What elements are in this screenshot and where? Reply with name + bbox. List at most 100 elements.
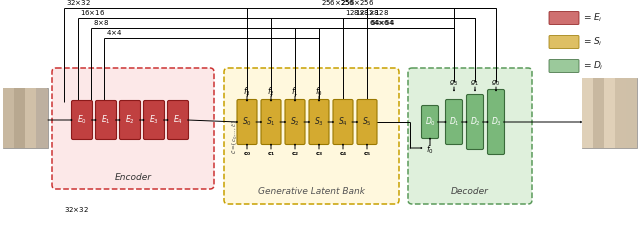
- FancyBboxPatch shape: [333, 99, 353, 144]
- FancyBboxPatch shape: [143, 101, 164, 140]
- Text: $\mathbf{c_3}$: $\mathbf{c_3}$: [315, 150, 323, 158]
- Text: $256{\times}256$: $256{\times}256$: [321, 0, 355, 7]
- Text: $64{\times}64$: $64{\times}64$: [370, 18, 396, 27]
- Bar: [604, 98, 615, 108]
- Text: $E_3$: $E_3$: [149, 114, 159, 126]
- Bar: [14, 128, 25, 138]
- Text: $128{\times}128$: $128{\times}128$: [355, 8, 389, 17]
- FancyBboxPatch shape: [582, 78, 637, 148]
- Text: $S_3$: $S_3$: [314, 116, 324, 128]
- Text: $= S_i$: $= S_i$: [582, 36, 602, 48]
- Bar: [14, 88, 25, 98]
- FancyBboxPatch shape: [168, 101, 189, 140]
- Bar: [593, 118, 604, 128]
- Bar: [626, 88, 637, 98]
- Bar: [14, 98, 25, 108]
- Text: $E_4$: $E_4$: [173, 114, 183, 126]
- Bar: [626, 138, 637, 148]
- Text: $S_1$: $S_1$: [266, 116, 276, 128]
- Bar: [36, 128, 47, 138]
- Bar: [593, 108, 604, 118]
- Bar: [582, 138, 593, 148]
- Text: $g_0$: $g_0$: [492, 78, 500, 88]
- Bar: [615, 98, 626, 108]
- Text: $= E_i$: $= E_i$: [582, 12, 602, 24]
- Text: $\mathbf{c_2}$: $\mathbf{c_2}$: [291, 150, 300, 158]
- Text: $S_2$: $S_2$: [290, 116, 300, 128]
- Text: $f_1$: $f_1$: [291, 86, 299, 98]
- Bar: [604, 108, 615, 118]
- Bar: [604, 128, 615, 138]
- Bar: [3, 118, 14, 128]
- Text: $= D_i$: $= D_i$: [582, 60, 604, 72]
- Bar: [582, 108, 593, 118]
- Bar: [36, 88, 47, 98]
- Bar: [25, 98, 36, 108]
- Text: $8{\times}8$: $8{\times}8$: [93, 18, 109, 27]
- Bar: [25, 128, 36, 138]
- Text: $\mathbf{c_0}$: $\mathbf{c_0}$: [243, 150, 252, 158]
- FancyBboxPatch shape: [445, 99, 463, 144]
- Text: $128{\times}128$: $128{\times}128$: [345, 8, 379, 17]
- Text: $\mathcal{C}=\!\{c_0,\!\ldots\!,\hat{c}\}$: $\mathcal{C}=\!\{c_0,\!\ldots\!,\hat{c}\…: [230, 118, 240, 154]
- Bar: [3, 128, 14, 138]
- Bar: [3, 88, 14, 98]
- Bar: [593, 78, 604, 88]
- Bar: [615, 128, 626, 138]
- FancyBboxPatch shape: [261, 99, 281, 144]
- FancyBboxPatch shape: [95, 101, 116, 140]
- Text: $D_1$: $D_1$: [449, 116, 460, 128]
- FancyBboxPatch shape: [120, 101, 141, 140]
- Bar: [25, 138, 36, 148]
- Text: $f_0$: $f_0$: [315, 86, 323, 98]
- Bar: [626, 128, 637, 138]
- Text: $f_2$: $f_2$: [268, 86, 275, 98]
- FancyBboxPatch shape: [549, 11, 579, 25]
- Text: $16{\times}16$: $16{\times}16$: [80, 8, 105, 17]
- Bar: [626, 98, 637, 108]
- Text: $E_2$: $E_2$: [125, 114, 135, 126]
- Bar: [25, 88, 36, 98]
- Text: $E_1$: $E_1$: [101, 114, 111, 126]
- Bar: [582, 88, 593, 98]
- Text: $f_3$: $f_3$: [243, 86, 251, 98]
- Text: $S_0$: $S_0$: [242, 116, 252, 128]
- Bar: [615, 78, 626, 88]
- Text: $\mathbf{c_1}$: $\mathbf{c_1}$: [267, 150, 275, 158]
- Text: $\mathbf{c_4}$: $\mathbf{c_4}$: [339, 150, 348, 158]
- FancyBboxPatch shape: [285, 99, 305, 144]
- Bar: [582, 98, 593, 108]
- Text: $S_4$: $S_4$: [338, 116, 348, 128]
- Bar: [36, 118, 47, 128]
- Text: $\mathbf{c_5}$: $\mathbf{c_5}$: [363, 150, 371, 158]
- Bar: [615, 88, 626, 98]
- FancyBboxPatch shape: [467, 94, 483, 149]
- FancyBboxPatch shape: [549, 59, 579, 72]
- FancyBboxPatch shape: [309, 99, 329, 144]
- Bar: [582, 118, 593, 128]
- Bar: [36, 98, 47, 108]
- Text: Encoder: Encoder: [115, 173, 152, 182]
- Bar: [593, 138, 604, 148]
- Bar: [582, 78, 593, 88]
- FancyBboxPatch shape: [237, 99, 257, 144]
- Text: $D_2$: $D_2$: [470, 116, 481, 128]
- Text: $64{\times}64$: $64{\times}64$: [369, 18, 394, 27]
- FancyBboxPatch shape: [422, 106, 438, 139]
- FancyBboxPatch shape: [549, 36, 579, 49]
- Bar: [36, 138, 47, 148]
- Text: $D_0$: $D_0$: [424, 116, 435, 128]
- Bar: [3, 108, 14, 118]
- Text: $32{\times}32$: $32{\times}32$: [66, 0, 91, 7]
- Text: $S_5$: $S_5$: [362, 116, 372, 128]
- Bar: [582, 128, 593, 138]
- Text: $32{\times}32$: $32{\times}32$: [64, 205, 89, 214]
- Bar: [626, 78, 637, 88]
- Bar: [604, 78, 615, 88]
- FancyBboxPatch shape: [488, 90, 504, 155]
- Bar: [626, 108, 637, 118]
- FancyBboxPatch shape: [357, 99, 377, 144]
- Bar: [615, 108, 626, 118]
- FancyBboxPatch shape: [72, 101, 93, 140]
- Bar: [36, 108, 47, 118]
